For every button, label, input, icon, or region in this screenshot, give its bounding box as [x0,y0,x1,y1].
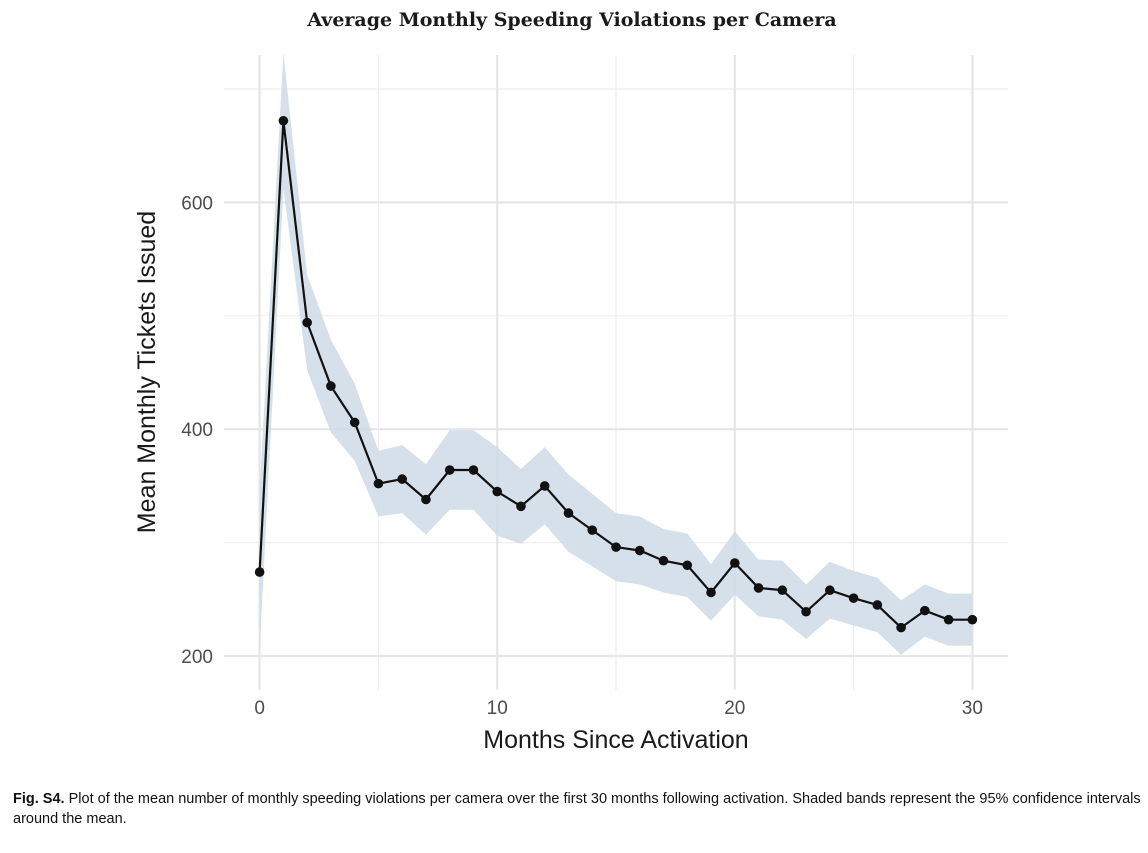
data-point [634,545,645,556]
chart-title: Average Monthly Speeding Violations per … [306,9,836,31]
data-point [872,600,883,610]
data-point [777,585,788,596]
caption-text: Plot of the mean number of monthly speed… [13,791,1141,827]
caption-label: Fig. S4. [13,791,65,807]
x-axis-ticks: 0 10 20 30 [254,698,983,719]
data-point [801,606,811,617]
y-tick-label: 400 [181,420,213,441]
data-point [706,587,716,598]
data-point [729,558,740,568]
data-point [468,465,479,475]
x-tick-label: 0 [254,698,265,719]
data-point [943,614,954,625]
y-tick-label: 200 [181,647,213,668]
confidence-band [259,52,973,655]
y-tick-label: 600 [181,193,213,214]
data-point [967,614,978,625]
data-point [920,605,930,616]
data-points [254,115,978,633]
data-point [753,583,764,593]
data-point [825,585,835,596]
data-point [278,115,289,126]
data-point [492,486,503,497]
data-point [302,317,312,328]
chart: Average Monthly Speeding Violations per … [133,9,1008,754]
x-tick-label: 10 [487,698,508,719]
data-point [373,478,384,489]
figure-caption: Fig. S4. Plot of the mean number of mont… [13,789,1141,829]
data-point [682,560,693,571]
data-point [421,494,431,505]
data-point [349,417,360,428]
data-point [326,381,336,391]
data-point [539,481,550,491]
data-point [896,622,906,633]
data-point [397,474,407,484]
data-point [611,542,621,552]
y-axis-title: Mean Monthly Tickets Issued [133,211,161,533]
data-point [587,525,598,535]
data-point [563,508,574,518]
x-tick-label: 20 [724,698,745,719]
data-point [658,555,669,566]
x-tick-label: 30 [962,698,983,719]
data-point [444,465,455,475]
x-axis-title: Months Since Activation [483,726,748,754]
data-point [516,501,526,512]
y-axis-ticks: 200 400 600 [181,193,213,668]
data-point [848,593,859,603]
data-point [254,567,265,577]
